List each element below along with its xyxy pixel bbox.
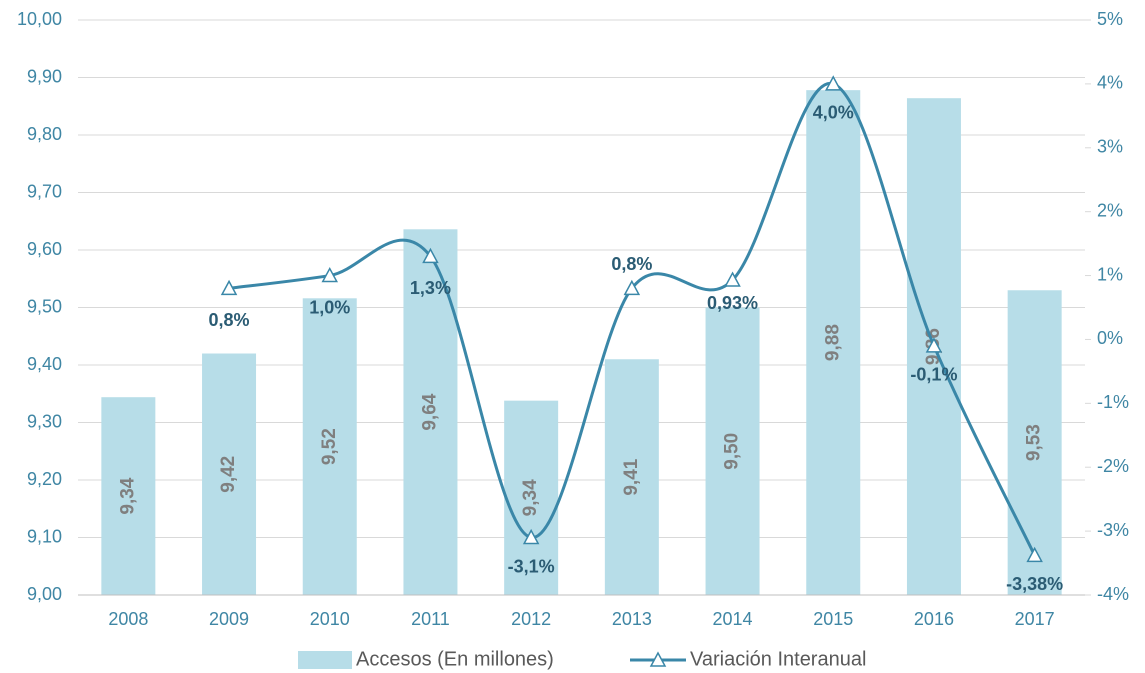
line-label: 0,8% xyxy=(611,254,652,274)
legend-swatch xyxy=(298,651,352,669)
x-tick-label: 2010 xyxy=(310,609,350,629)
bar-label: 9,34 xyxy=(117,477,138,514)
y-tick-label: 10,00 xyxy=(17,9,62,29)
x-tick-label: 2015 xyxy=(813,609,853,629)
line-label: 0,93% xyxy=(707,293,758,313)
bar xyxy=(1007,290,1062,595)
marker xyxy=(925,337,943,353)
y-tick-label: 9,30 xyxy=(27,411,62,431)
line-label: 1,3% xyxy=(410,278,451,298)
y2-tick-label: -1% xyxy=(1097,392,1129,412)
line-label: -3,38% xyxy=(1006,574,1063,594)
y-tick-label: 9,50 xyxy=(27,296,62,316)
legend-label: Variación Interanual xyxy=(690,648,866,670)
y2-tick-label: 4% xyxy=(1097,73,1123,93)
y2-tick-label: -2% xyxy=(1097,456,1129,476)
x-tick-label: 2016 xyxy=(914,609,954,629)
x-tick-label: 2012 xyxy=(511,609,551,629)
y-tick-label: 9,00 xyxy=(27,584,62,604)
bar-label: 9,53 xyxy=(1024,424,1045,461)
y2-tick-label: 2% xyxy=(1097,200,1123,220)
marker xyxy=(1026,546,1043,563)
x-tick-label: 2008 xyxy=(108,609,148,629)
line-label: -0,1% xyxy=(910,365,957,385)
bar xyxy=(806,90,861,596)
bar xyxy=(705,307,760,595)
line-label: 4,0% xyxy=(813,103,854,123)
y2-tick-label: 3% xyxy=(1097,137,1123,157)
bar-label: 9,41 xyxy=(621,458,642,495)
y-tick-label: 9,70 xyxy=(27,181,62,201)
marker xyxy=(321,266,339,283)
marker xyxy=(522,528,540,545)
bar-label: 9,52 xyxy=(319,428,340,465)
bar xyxy=(504,400,559,595)
x-tick-label: 2017 xyxy=(1015,609,1055,629)
line-label: 1,0% xyxy=(309,297,350,317)
bar-label: 9,34 xyxy=(520,479,541,516)
y-tick-label: 9,10 xyxy=(27,526,62,546)
bar-label: 9,50 xyxy=(722,433,743,470)
x-tick-label: 2009 xyxy=(209,609,249,629)
legend-label: Accesos (En millones) xyxy=(356,648,554,670)
x-tick-label: 2014 xyxy=(713,609,753,629)
x-tick-label: 2013 xyxy=(612,609,652,629)
bar-label: 9,88 xyxy=(822,324,843,361)
y-tick-label: 9,60 xyxy=(27,239,62,259)
line xyxy=(228,82,1037,557)
y-tick-label: 9,80 xyxy=(27,124,62,144)
bar xyxy=(302,298,357,595)
y2-tick-label: 1% xyxy=(1097,264,1123,284)
marker xyxy=(724,271,741,287)
bar xyxy=(202,353,257,595)
y-tick-label: 9,90 xyxy=(27,66,62,86)
y2-tick-label: -3% xyxy=(1097,520,1129,540)
y2-tick-label: 0% xyxy=(1097,328,1123,348)
line-label: -3,1% xyxy=(508,556,555,576)
x-tick-label: 2011 xyxy=(411,609,450,629)
bar-label: 9,42 xyxy=(218,456,239,493)
line-label: 0,8% xyxy=(209,310,250,330)
y2-tick-label: -4% xyxy=(1097,584,1129,604)
bar xyxy=(403,229,458,596)
bar-label: 9,64 xyxy=(419,393,440,430)
y2-tick-label: 5% xyxy=(1097,9,1123,29)
marker xyxy=(824,75,842,91)
marker xyxy=(220,279,238,296)
bar xyxy=(101,397,156,595)
bar xyxy=(604,359,659,595)
marker xyxy=(422,247,439,264)
y-tick-label: 9,20 xyxy=(27,469,62,489)
marker xyxy=(623,279,641,296)
y-tick-label: 9,40 xyxy=(27,354,62,374)
legend-marker xyxy=(649,651,667,667)
